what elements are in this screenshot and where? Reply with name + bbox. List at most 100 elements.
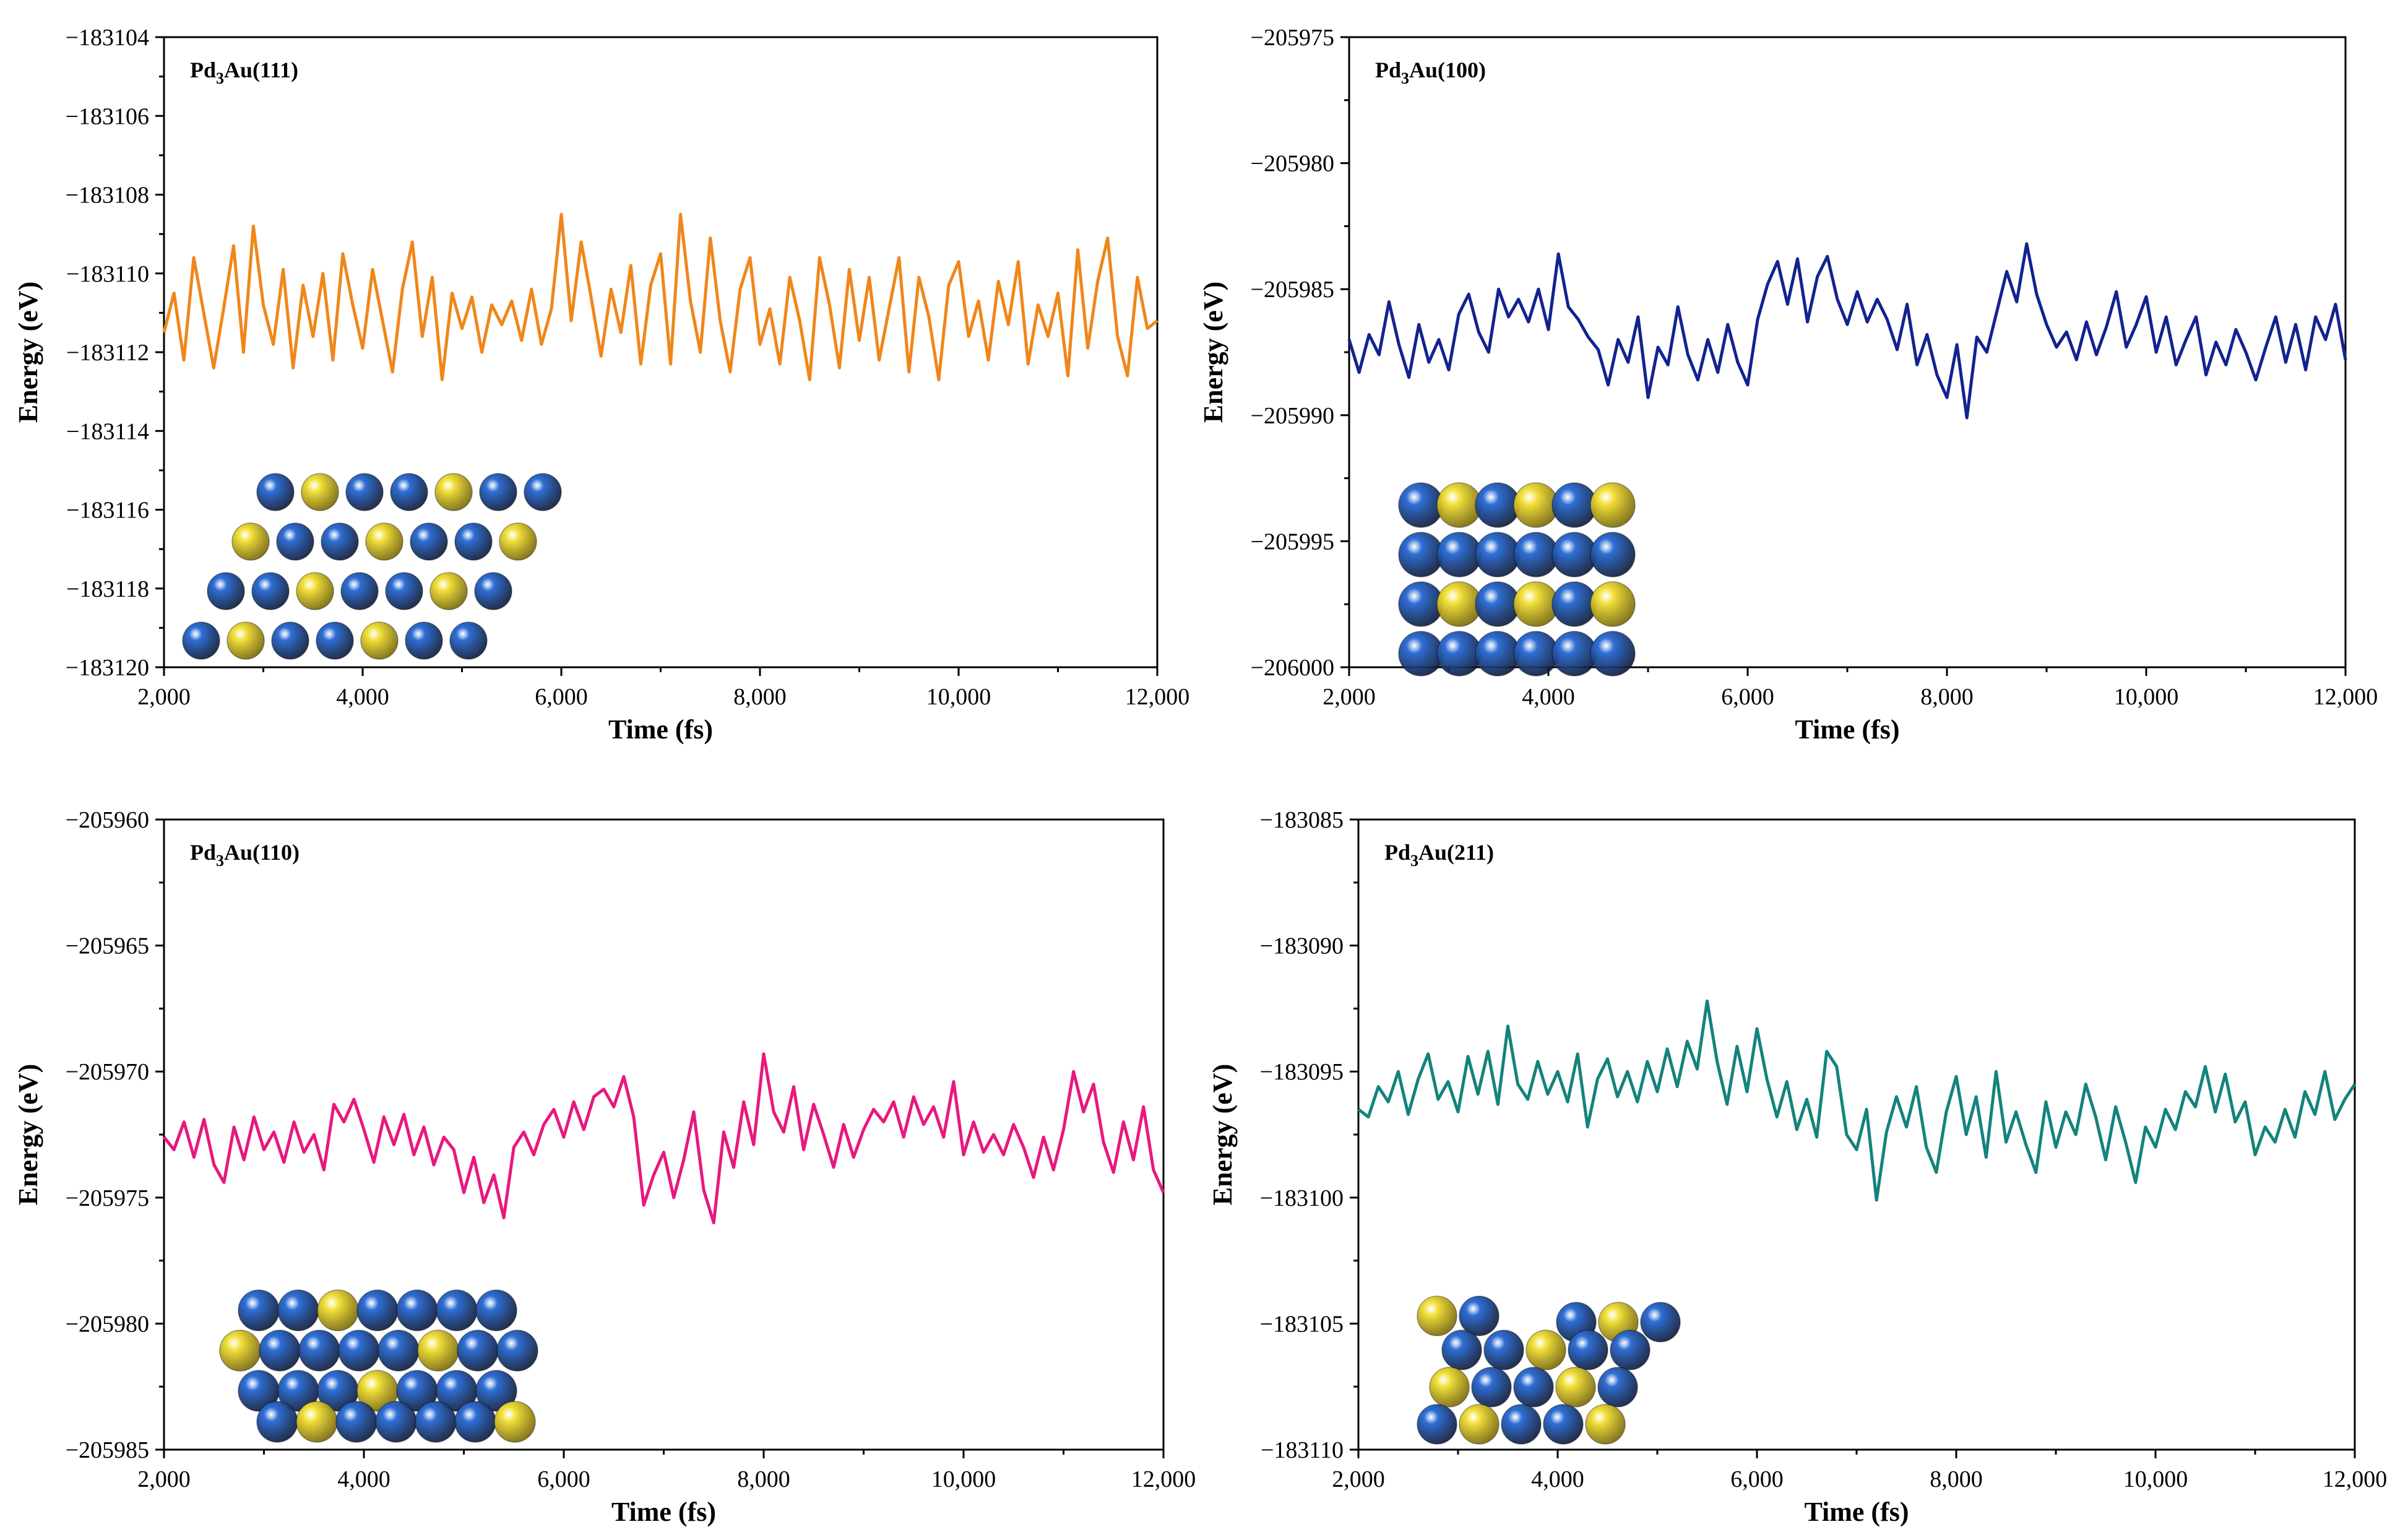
au-atom [365,522,403,561]
y-tick-label: −183090 [1260,933,1344,959]
pd-atom [410,522,448,561]
y-tick-label: −183108 [66,183,149,209]
series-line [163,1052,1165,1224]
pd-atom [1398,631,1444,677]
slab-structure-inset [1398,482,1636,677]
panel-label: Pd3Au(111) [190,58,298,87]
au-atom [360,621,399,660]
pd-atom [182,621,220,660]
y-tick-label: −205985 [66,1437,149,1463]
x-axis-label: Time (fs) [1795,714,1899,745]
y-tick-label: −205980 [66,1311,149,1337]
panel-label: Pd3Au(100) [1375,58,1486,87]
pd-atom [479,473,517,511]
y-tick-label: −205995 [1251,529,1334,555]
pd-atom [390,473,428,511]
y-tick-label: −205960 [66,807,149,833]
y-tick-label: −183085 [1260,807,1344,833]
pd-atom [454,1401,496,1443]
pd-atom [1398,482,1444,528]
y-tick-label: −183095 [1260,1059,1344,1085]
y-tick-label: −183110 [66,261,149,287]
au-atom [1513,482,1559,528]
pd-atom [375,1401,417,1443]
pd-atom [1398,581,1444,627]
y-tick-label: −206000 [1251,655,1334,681]
au-atom [1429,1367,1470,1408]
pd-atom [475,1370,517,1412]
pd-atom [298,1330,340,1372]
pd-atom [1436,631,1482,677]
pd-atom [1513,532,1559,578]
au-atom [499,522,537,561]
pd-atom [259,1330,301,1372]
au-atom [434,473,473,511]
x-tick-label: 6,000 [1721,684,1774,710]
au-atom [1417,1296,1457,1336]
pd-atom [1551,581,1597,627]
pd-atom [1417,1404,1457,1445]
pd-atom [1475,482,1521,528]
au-atom [219,1330,261,1372]
panel-label: Pd3Au(211) [1384,840,1494,870]
x-tick-label: 4,000 [337,1466,391,1492]
x-tick-label: 12,000 [2313,684,2378,710]
y-tick-label: −183104 [66,25,149,51]
chart-panel-3: 2,000 4,000 6,000 8,000 10,000 12,000 −205985 −… [13,807,1196,1527]
au-atom [1555,1367,1596,1408]
pd-atom [1475,532,1521,578]
x-tick-label: 2,000 [1323,684,1376,710]
pd-atom [1597,1367,1638,1408]
y-tick-label: −205970 [66,1059,149,1085]
pd-atom [1513,631,1559,677]
y-tick-label: −183112 [66,340,149,366]
y-tick-label: −205980 [1251,151,1334,177]
slab-structure-inset [182,473,562,660]
pd-atom [251,572,290,610]
x-tick-label: 12,000 [2323,1466,2388,1492]
au-atom [417,1330,459,1372]
pd-atom [1459,1296,1500,1336]
au-atom [1590,482,1636,528]
x-tick-label: 2,000 [137,1466,191,1492]
series-line [1347,242,2347,420]
pd-atom [340,572,379,610]
pd-atom [1398,532,1444,578]
pd-atom [207,572,245,610]
pd-atom [405,621,443,660]
pd-atom [436,1289,478,1331]
au-atom [429,572,468,610]
x-tick-label: 10,000 [2114,684,2179,710]
pd-atom [321,522,359,561]
pd-atom [1441,1330,1482,1370]
au-atom [317,1289,359,1331]
series-line [162,212,1159,381]
x-tick-label: 10,000 [2123,1466,2188,1492]
pd-atom [496,1330,538,1372]
y-tick-label: −183110 [1261,1437,1344,1463]
pd-atom [1590,631,1636,677]
x-tick-label: 4,000 [1522,684,1575,710]
pd-atom [1610,1330,1651,1370]
au-atom [1585,1404,1626,1445]
pd-atom [316,621,354,660]
x-tick-label: 6,000 [537,1466,590,1492]
y-tick-label: −205975 [1251,25,1334,51]
pd-atom [338,1330,380,1372]
y-tick-label: −183116 [66,498,149,524]
au-atom [1436,482,1482,528]
y-tick-label: −183120 [66,655,149,681]
x-tick-label: 12,000 [1131,1466,1196,1492]
y-tick-label: −183100 [1260,1185,1344,1211]
y-tick-label: −205985 [1251,277,1334,303]
y-axis-label: Energy (eV) [1207,1064,1238,1206]
au-atom [296,1401,338,1443]
x-axis-label: Time (fs) [611,1497,716,1527]
au-atom [1459,1404,1500,1445]
x-tick-label: 6,000 [535,684,588,710]
pd-atom [415,1401,457,1443]
x-tick-label: 10,000 [926,684,991,710]
y-tick-label: −183118 [66,576,149,602]
x-axis-label: Time (fs) [608,714,713,745]
pd-atom [454,522,493,561]
